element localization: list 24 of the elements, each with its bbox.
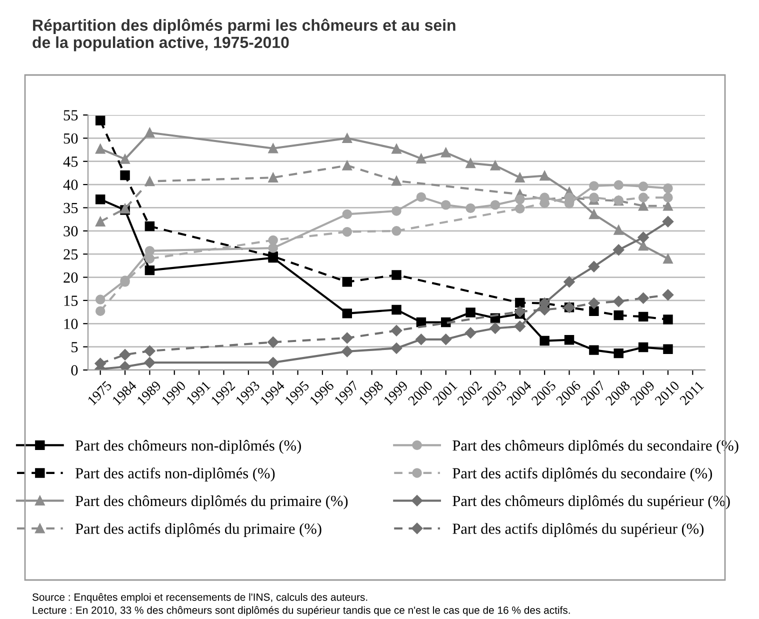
y-tick-label: 15 — [64, 296, 78, 306]
y-tick-label: 0 — [71, 365, 78, 376]
y-tick-label: 50 — [64, 133, 78, 144]
legend-label: Part des actifs diplômés du secondaire (%) — [452, 468, 712, 482]
x-tick-label: 2011 — [679, 380, 704, 406]
legend-label: Part des actifs non-diplômés (%) — [75, 468, 275, 482]
y-tick-label: 25 — [64, 249, 78, 260]
legend-label: Part des chômeurs diplômés du primaire (%) — [75, 495, 348, 510]
y-tick-label: 20 — [64, 272, 78, 283]
text: Lecture : En 2010, 33 % des chômeurs sont diplômés du supérieur tandis que ce n'est le cas que de 16 % des actifs. — [32, 606, 570, 616]
chart-title: Répartition des diplômés parmi les chômeurs et au sein de la population active, 1975-2010 — [32, 18, 456, 52]
legend-label: Part des chômeurs diplômés du supérieur (%) — [452, 495, 730, 510]
y-tick-label: 40 — [63, 180, 78, 190]
y-tick-label: 55 — [64, 110, 78, 120]
y-tick-label: 5 — [72, 342, 78, 352]
y-tick-label: 45 — [63, 156, 78, 167]
y-tick-label: 35 — [64, 202, 78, 214]
source-note: Source : Enquêtes emploi et recensements de l'INS, calculs des auteurs. — [32, 593, 368, 603]
y-tick-label: 30 — [64, 226, 78, 236]
y-tick-label: 10 — [64, 318, 78, 330]
legend-label: Part des actifs diplômés du supérieur (%) — [452, 523, 704, 538]
legend-label: Part des actifs diplômés du primaire (%) — [75, 523, 322, 538]
x-tick-label: 1991 — [186, 380, 211, 406]
legend-label: Part des chômeurs non-diplômés (%) — [75, 440, 301, 454]
